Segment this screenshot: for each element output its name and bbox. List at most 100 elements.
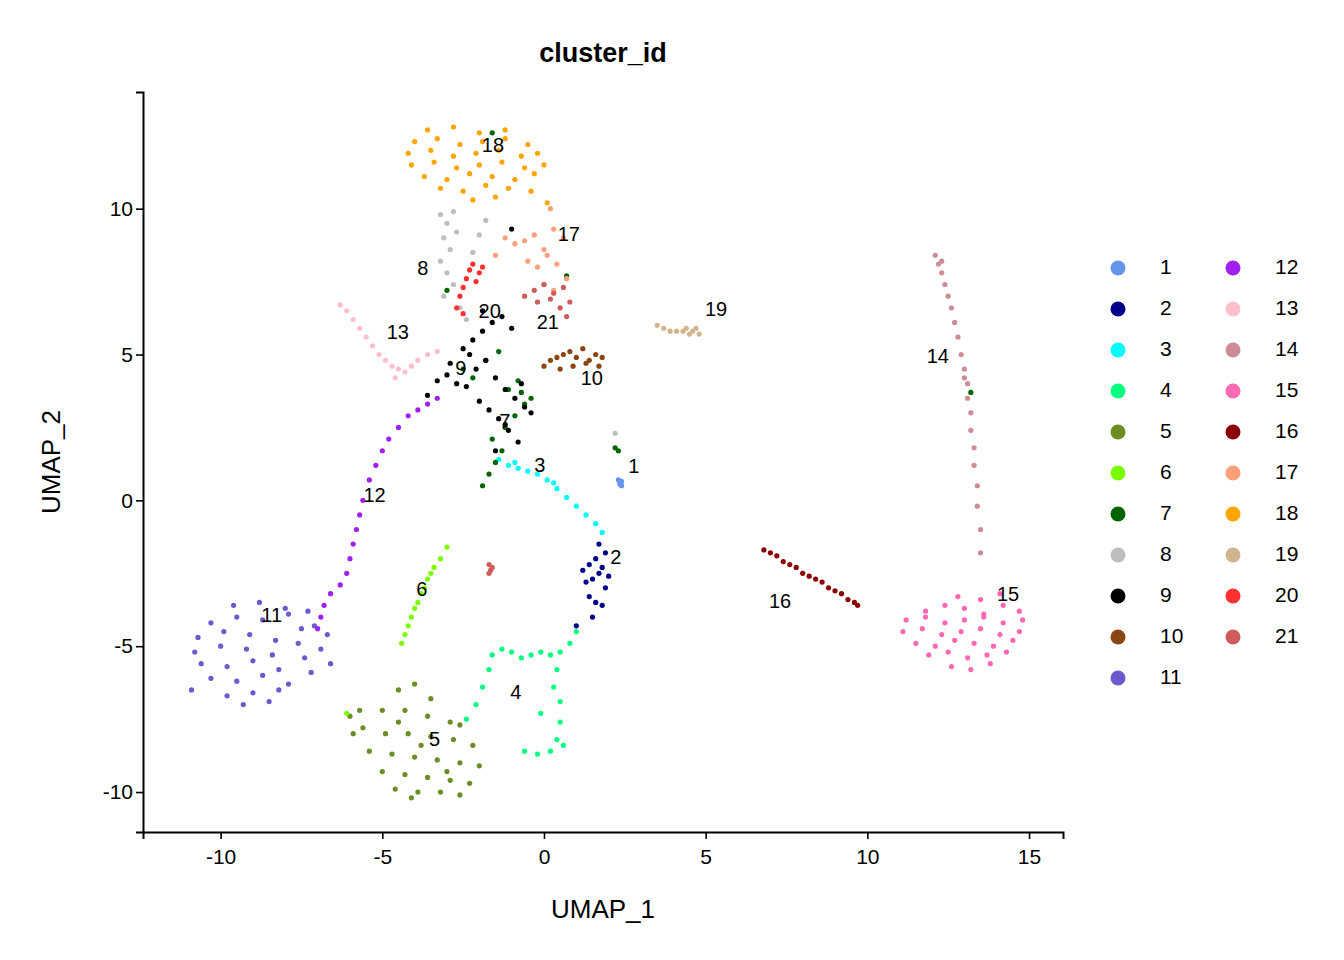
- point: [396, 719, 401, 724]
- point: [946, 294, 951, 299]
- point: [389, 752, 394, 757]
- point: [409, 795, 414, 800]
- series: [315, 396, 440, 632]
- legend-label: 5: [1160, 419, 1172, 442]
- legend-label: 21: [1275, 624, 1298, 647]
- point: [697, 331, 702, 336]
- point: [486, 472, 491, 477]
- point: [845, 597, 850, 602]
- point: [486, 407, 491, 412]
- point: [373, 463, 378, 468]
- point: [600, 603, 605, 608]
- point: [425, 714, 430, 719]
- point: [457, 142, 462, 147]
- point: [781, 559, 786, 564]
- point: [558, 366, 563, 371]
- point: [587, 594, 592, 599]
- cluster-label: 1: [628, 455, 639, 477]
- point: [490, 174, 495, 179]
- point: [519, 655, 524, 660]
- point: [933, 644, 938, 649]
- point: [221, 629, 226, 634]
- tick-mark: [136, 354, 143, 356]
- point: [321, 603, 326, 608]
- point: [548, 358, 553, 363]
- point: [344, 711, 349, 716]
- legend-label: 18: [1275, 501, 1298, 524]
- point: [832, 588, 837, 593]
- legend-label: 16: [1275, 419, 1298, 442]
- point: [425, 393, 430, 398]
- point: [503, 127, 508, 132]
- point: [522, 404, 527, 409]
- point: [525, 259, 530, 264]
- series: [425, 226, 534, 453]
- point: [923, 614, 928, 619]
- point: [283, 606, 288, 611]
- point: [855, 603, 860, 608]
- point: [839, 591, 844, 596]
- point: [923, 609, 928, 614]
- point: [554, 667, 559, 672]
- point: [939, 270, 944, 275]
- point: [525, 142, 530, 147]
- tick: 15: [1018, 832, 1041, 868]
- point: [532, 232, 537, 237]
- point: [548, 206, 553, 211]
- point: [464, 317, 469, 322]
- point: [477, 763, 482, 768]
- legend-label: 8: [1160, 542, 1172, 565]
- point: [347, 556, 352, 561]
- point: [415, 407, 420, 412]
- point: [942, 282, 947, 287]
- point: [234, 679, 239, 684]
- point: [583, 361, 588, 366]
- point: [328, 661, 333, 666]
- point: [545, 200, 550, 205]
- point: [593, 521, 598, 526]
- legend-label: 14: [1275, 337, 1299, 360]
- point: [519, 154, 524, 159]
- point: [965, 381, 970, 386]
- axis-line: [136, 93, 144, 833]
- point: [344, 308, 349, 313]
- point: [583, 512, 588, 517]
- tick-label: 10: [110, 197, 133, 220]
- point: [768, 550, 773, 555]
- point: [402, 708, 407, 713]
- point: [574, 629, 579, 634]
- point: [438, 259, 443, 264]
- point: [545, 477, 550, 482]
- point: [431, 565, 436, 570]
- cluster-label: 8: [417, 257, 428, 279]
- point: [406, 623, 411, 628]
- legend-marker: [1111, 507, 1126, 522]
- point: [396, 366, 401, 371]
- point: [296, 641, 301, 646]
- point: [975, 483, 980, 488]
- tick-label: -5: [373, 845, 392, 868]
- point: [978, 527, 983, 532]
- series: [616, 477, 624, 488]
- legend-label: 11: [1160, 665, 1182, 688]
- point: [393, 787, 398, 792]
- point: [224, 664, 229, 669]
- point: [939, 259, 944, 264]
- point: [962, 606, 967, 611]
- point: [402, 632, 407, 637]
- point: [516, 466, 521, 471]
- series: [438, 209, 618, 436]
- point: [561, 285, 566, 290]
- point: [693, 326, 698, 331]
- point: [367, 749, 372, 754]
- tick-mark: [867, 832, 869, 839]
- point: [551, 226, 556, 231]
- point: [997, 632, 1002, 637]
- x-axis-title: UMAP_1: [551, 894, 655, 924]
- point: [457, 792, 462, 797]
- legend-marker: [1111, 302, 1126, 317]
- point: [528, 189, 533, 194]
- point: [541, 162, 546, 167]
- point: [389, 364, 394, 369]
- point: [192, 649, 197, 654]
